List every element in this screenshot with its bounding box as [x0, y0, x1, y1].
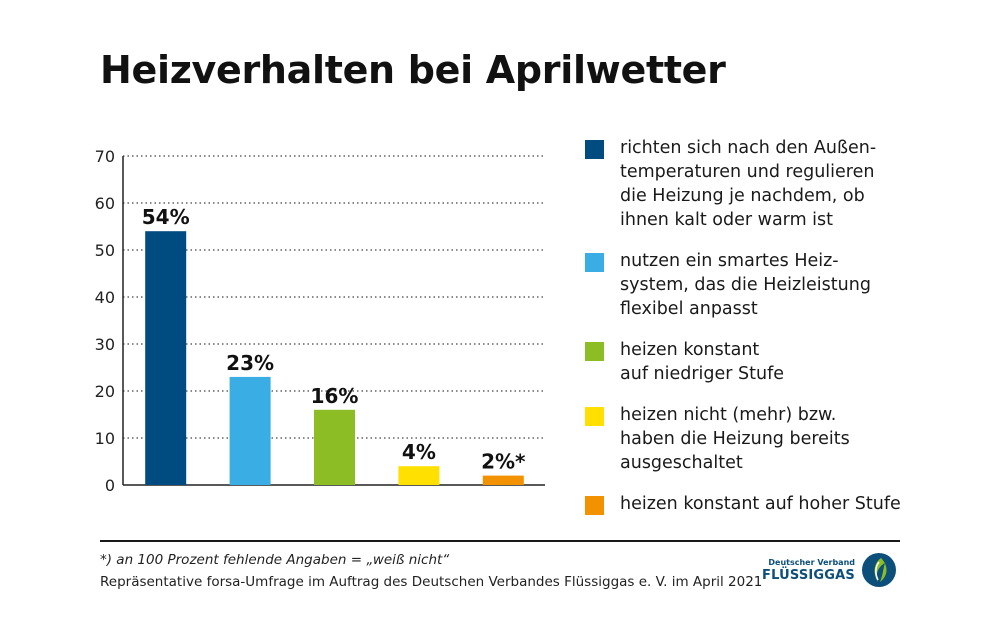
flame-logo-icon [862, 553, 896, 587]
chart-legend: richten sich nach den Außen- temperature… [585, 136, 925, 533]
bar-value-label: 54% [142, 205, 190, 229]
legend-label: heizen nicht (mehr) bzw. haben die Heizu… [620, 405, 850, 473]
legend-swatch [585, 496, 604, 515]
logo: Deutscher Verband FLÜSSIGGAS [762, 550, 897, 594]
bar [229, 376, 271, 485]
legend-item: heizen nicht (mehr) bzw. haben die Heizu… [585, 403, 925, 475]
logo-top-text: Deutscher Verband [768, 558, 855, 567]
bar [314, 409, 355, 485]
y-tick-label: 20 [95, 382, 115, 401]
y-tick-label: 50 [95, 241, 115, 260]
bar [482, 475, 524, 485]
y-tick-label: 70 [95, 147, 115, 166]
legend-label: richten sich nach den Außen- temperature… [620, 138, 877, 230]
bar-value-label: 16% [311, 384, 359, 408]
y-tick-label: 10 [95, 429, 115, 448]
legend-label: heizen konstant auf hoher Stufe [620, 494, 901, 514]
legend-label: heizen konstant auf niedriger Stufe [620, 340, 785, 384]
logo-main-text: FLÜSSIGGAS [762, 568, 855, 583]
bar-value-label: 23% [226, 351, 274, 375]
bar [398, 466, 440, 485]
bar [145, 231, 187, 485]
bar-value-label: 4% [402, 440, 436, 464]
legend-swatch [585, 140, 604, 159]
footer-divider [100, 540, 900, 542]
footnote: *) an 100 Prozent fehlende Angaben = „we… [100, 552, 450, 568]
chart-title: Heizverhalten bei Aprilwetter [100, 48, 726, 92]
legend-item: heizen konstant auf niedriger Stufe [585, 338, 925, 386]
source-note: Repräsentative forsa-Umfrage im Auftrag … [100, 574, 763, 590]
y-tick-label: 0 [105, 476, 115, 495]
legend-label: nutzen ein smartes Heiz- system, das die… [620, 251, 871, 319]
y-tick-label: 30 [95, 335, 115, 354]
y-tick-label: 60 [95, 194, 115, 213]
legend-swatch [585, 407, 604, 426]
bar-value-label: 2%* [481, 450, 526, 474]
y-tick-label: 40 [95, 288, 115, 307]
legend-item: richten sich nach den Außen- temperature… [585, 136, 925, 232]
legend-item: nutzen ein smartes Heiz- system, das die… [585, 249, 925, 321]
legend-swatch [585, 253, 604, 272]
legend-item: heizen konstant auf hoher Stufe [585, 492, 925, 516]
legend-swatch [585, 342, 604, 361]
